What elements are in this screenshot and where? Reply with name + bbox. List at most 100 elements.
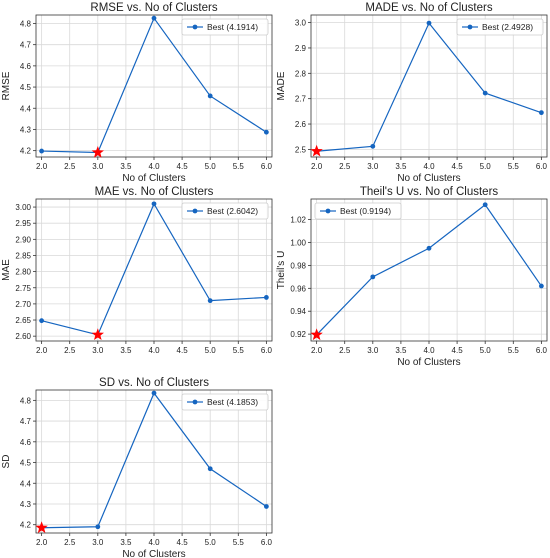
y-tick-label: 4.8 <box>20 19 32 28</box>
x-tick-label: 5.5 <box>233 538 245 547</box>
y-tick-label: 2.8 <box>295 69 307 78</box>
x-axis-label: No of Clusters <box>122 549 185 558</box>
y-tick-label: 4.6 <box>20 62 32 71</box>
grid <box>36 390 272 533</box>
x-tick-label: 4.0 <box>423 346 435 355</box>
legend: Best (4.1914) <box>181 18 269 36</box>
y-tick-label: 3.0 <box>295 19 307 28</box>
legend-label: Best (0.9194) <box>340 206 391 216</box>
x-tick-label: 4.5 <box>177 162 189 171</box>
x-tick-label: 2.0 <box>311 162 323 171</box>
x-tick-label: 4.0 <box>148 538 160 547</box>
legend-label: Best (2.4928) <box>482 22 533 32</box>
y-tick-label: 2.65 <box>15 316 31 325</box>
y-tick-label: 4.3 <box>20 125 32 134</box>
legend: Best (0.9194) <box>314 202 402 220</box>
y-tick-label: 4.3 <box>20 500 32 509</box>
y-tick-label: 4.4 <box>20 104 32 113</box>
best-star-marker <box>91 145 104 158</box>
best-star-marker <box>35 521 48 534</box>
data-point <box>207 466 213 472</box>
data-point <box>426 20 432 26</box>
legend-label: Best (4.1853) <box>207 397 258 407</box>
x-tick-label: 6.0 <box>536 162 548 171</box>
chart-5: 2.0 2.5 3.0 3.5 4.0 4.5 5.0 5.5 6.0 4.2 4.3 4.4 4.5 4… <box>1 377 272 558</box>
x-tick-label: 3.5 <box>120 538 132 547</box>
y-tick-label: 2.7 <box>295 95 307 104</box>
y-axis-label: SD <box>1 455 12 469</box>
legend-marker <box>467 24 473 30</box>
x-tick-label: 2.5 <box>64 346 76 355</box>
x-axis-label: No of Clusters <box>397 357 460 368</box>
x-tick-label: 4.5 <box>452 162 464 171</box>
x-tick-label: 2.0 <box>36 346 48 355</box>
y-tick-label: 0.98 <box>290 261 306 270</box>
y-tick-label: 2.90 <box>15 235 31 244</box>
x-tick-label: 6.0 <box>536 346 548 355</box>
chart-title: RMSE vs. No of Clusters <box>90 2 217 14</box>
chart-title: Theil's U vs. No of Clusters <box>360 186 499 198</box>
best-star-marker <box>91 328 104 341</box>
grid <box>311 199 547 341</box>
y-tick-label: 4.5 <box>20 83 32 92</box>
x-tick-label: 6.0 <box>261 538 273 547</box>
x-tick-label: 3.0 <box>92 346 104 355</box>
x-tick-label: 2.5 <box>64 162 76 171</box>
y-tick-label: 1.02 <box>290 216 306 225</box>
x-tick-label: 2.5 <box>339 162 351 171</box>
data-point <box>151 390 157 396</box>
y-tick-label: 3.00 <box>15 203 31 212</box>
x-tick-label: 4.5 <box>452 346 464 355</box>
chart-title: SD vs. No of Clusters <box>99 377 209 389</box>
x-tick-label: 3.5 <box>395 162 407 171</box>
x-tick-label: 4.0 <box>148 346 160 355</box>
x-tick-label: 5.5 <box>508 162 520 171</box>
x-tick-label: 2.0 <box>36 162 48 171</box>
data-point <box>426 245 432 251</box>
data-point <box>151 201 157 207</box>
chart-4: 2.0 2.5 3.0 3.5 4.0 4.5 5.0 5.5 6.0 0.92 0.94 0.96 0… <box>276 186 547 368</box>
data-point <box>538 110 544 116</box>
x-tick-label: 5.0 <box>480 346 492 355</box>
x-tick-label: 5.0 <box>205 538 217 547</box>
legend: Best (2.4928) <box>456 18 544 36</box>
best-star-marker <box>310 328 323 341</box>
grid <box>311 15 547 157</box>
legend-label: Best (4.1914) <box>207 22 258 32</box>
grid <box>36 199 272 341</box>
legend-marker <box>192 399 198 405</box>
x-tick-label: 4.0 <box>423 162 435 171</box>
y-tick-label: 4.2 <box>20 147 32 156</box>
y-tick-label: 0.94 <box>290 307 306 316</box>
y-tick-label: 0.92 <box>290 330 306 339</box>
y-axis-label: MAE <box>1 259 12 281</box>
data-point <box>151 15 157 21</box>
x-tick-label: 5.5 <box>233 346 245 355</box>
y-tick-label: 2.80 <box>15 268 31 277</box>
x-tick-label: 2.0 <box>311 346 323 355</box>
x-tick-label: 4.0 <box>148 162 160 171</box>
x-tick-label: 4.5 <box>177 538 189 547</box>
x-tick-label: 3.0 <box>92 162 104 171</box>
x-tick-label: 3.0 <box>92 538 104 547</box>
x-tick-label: 5.0 <box>480 162 492 171</box>
y-tick-label: 2.85 <box>15 251 31 260</box>
y-tick-label: 2.75 <box>15 284 31 293</box>
x-tick-label: 6.0 <box>261 346 273 355</box>
data-point <box>263 504 269 509</box>
data-point <box>39 318 45 324</box>
y-tick-label: 0.96 <box>290 284 306 293</box>
x-tick-label: 5.0 <box>205 346 217 355</box>
data-point <box>370 274 376 280</box>
data-point <box>482 202 488 208</box>
data-point <box>95 524 101 530</box>
x-tick-label: 4.5 <box>177 346 189 355</box>
legend-marker <box>192 208 198 214</box>
x-tick-label: 6.0 <box>261 162 273 171</box>
x-tick-label: 3.0 <box>367 162 379 171</box>
data-point <box>207 93 213 99</box>
y-tick-label: 4.8 <box>20 396 32 405</box>
data-point <box>207 298 213 304</box>
data-point <box>263 295 269 300</box>
data-point <box>370 143 376 149</box>
